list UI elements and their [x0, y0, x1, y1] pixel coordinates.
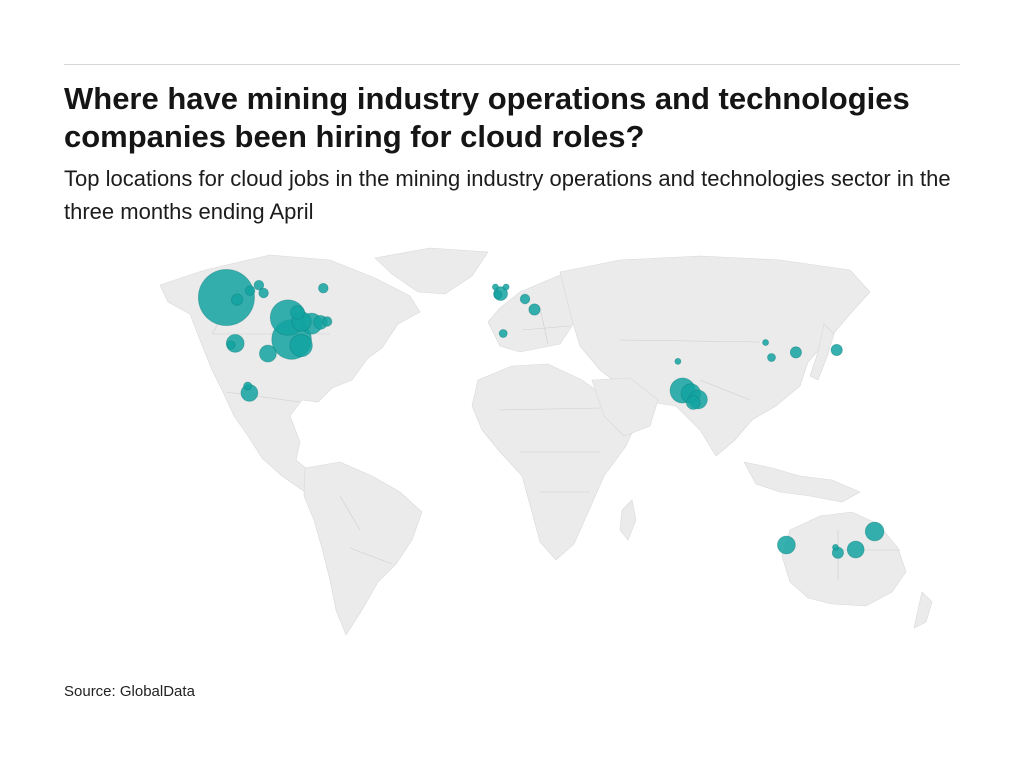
- location-bubble: [321, 316, 333, 327]
- location-bubble: [226, 340, 236, 350]
- location-bubble: [244, 285, 256, 296]
- location-bubble: [197, 269, 255, 326]
- location-bubble: [243, 381, 253, 391]
- location-bubble: [253, 280, 265, 291]
- location-bubble: [832, 543, 839, 551]
- location-bubble: [777, 535, 796, 555]
- location-bubble: [491, 283, 499, 291]
- country-borders: [211, 289, 900, 580]
- location-bubble: [231, 293, 244, 306]
- location-bubble: [289, 333, 313, 358]
- world-map: [159, 247, 933, 636]
- source-note: Source: GlobalData: [64, 683, 195, 700]
- location-bubble: [493, 290, 503, 300]
- location-bubble: [762, 339, 769, 346]
- location-bubbles: [197, 269, 885, 559]
- location-bubble: [519, 293, 531, 305]
- location-bubble: [789, 346, 802, 359]
- chart-subtitle: Top locations for cloud jobs in the mini…: [64, 166, 951, 224]
- location-bubble: [258, 287, 269, 299]
- location-bubble: [767, 353, 776, 362]
- location-bubble: [498, 329, 508, 338]
- location-bubble: [502, 283, 510, 291]
- top-rule: [64, 64, 960, 65]
- chart-title: Where have mining industry operations an…: [64, 81, 910, 154]
- location-bubble: [830, 344, 843, 357]
- location-bubble: [259, 344, 277, 363]
- location-bubble: [685, 395, 701, 410]
- location-bubble: [864, 521, 885, 542]
- location-bubble: [674, 357, 682, 365]
- location-bubble: [290, 305, 305, 320]
- location-bubble: [318, 283, 329, 294]
- location-bubble: [846, 540, 865, 559]
- location-bubble: [528, 303, 541, 316]
